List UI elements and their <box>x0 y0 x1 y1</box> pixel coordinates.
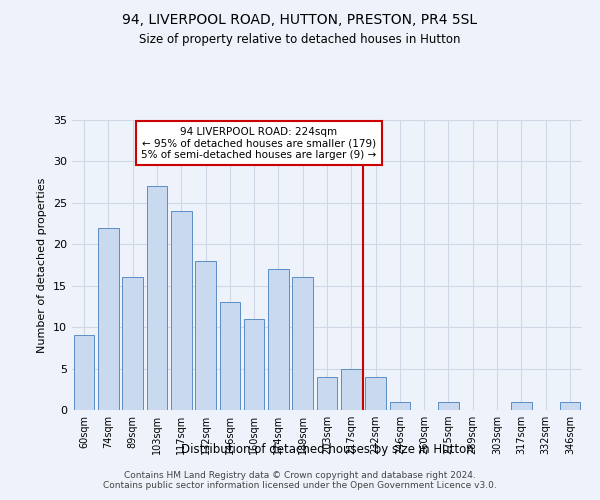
Bar <box>74 336 94 410</box>
Y-axis label: Number of detached properties: Number of detached properties <box>37 178 47 352</box>
Bar <box>560 402 580 410</box>
Text: Size of property relative to detached houses in Hutton: Size of property relative to detached ho… <box>139 32 461 46</box>
Bar <box>244 319 265 410</box>
Bar <box>365 377 386 410</box>
Bar <box>146 186 167 410</box>
Bar <box>195 261 216 410</box>
Bar <box>292 278 313 410</box>
Bar <box>220 302 240 410</box>
Bar <box>98 228 119 410</box>
Bar <box>511 402 532 410</box>
Text: 94, LIVERPOOL ROAD, HUTTON, PRESTON, PR4 5SL: 94, LIVERPOOL ROAD, HUTTON, PRESTON, PR4… <box>122 12 478 26</box>
Bar <box>438 402 459 410</box>
Bar <box>171 211 191 410</box>
Bar <box>122 278 143 410</box>
Text: 94 LIVERPOOL ROAD: 224sqm
← 95% of detached houses are smaller (179)
5% of semi-: 94 LIVERPOOL ROAD: 224sqm ← 95% of detac… <box>142 126 377 160</box>
Text: Contains HM Land Registry data © Crown copyright and database right 2024.
Contai: Contains HM Land Registry data © Crown c… <box>103 470 497 490</box>
Bar <box>268 269 289 410</box>
Bar <box>389 402 410 410</box>
Bar <box>341 368 362 410</box>
Text: Distribution of detached houses by size in Hutton: Distribution of detached houses by size … <box>181 442 473 456</box>
Bar <box>317 377 337 410</box>
